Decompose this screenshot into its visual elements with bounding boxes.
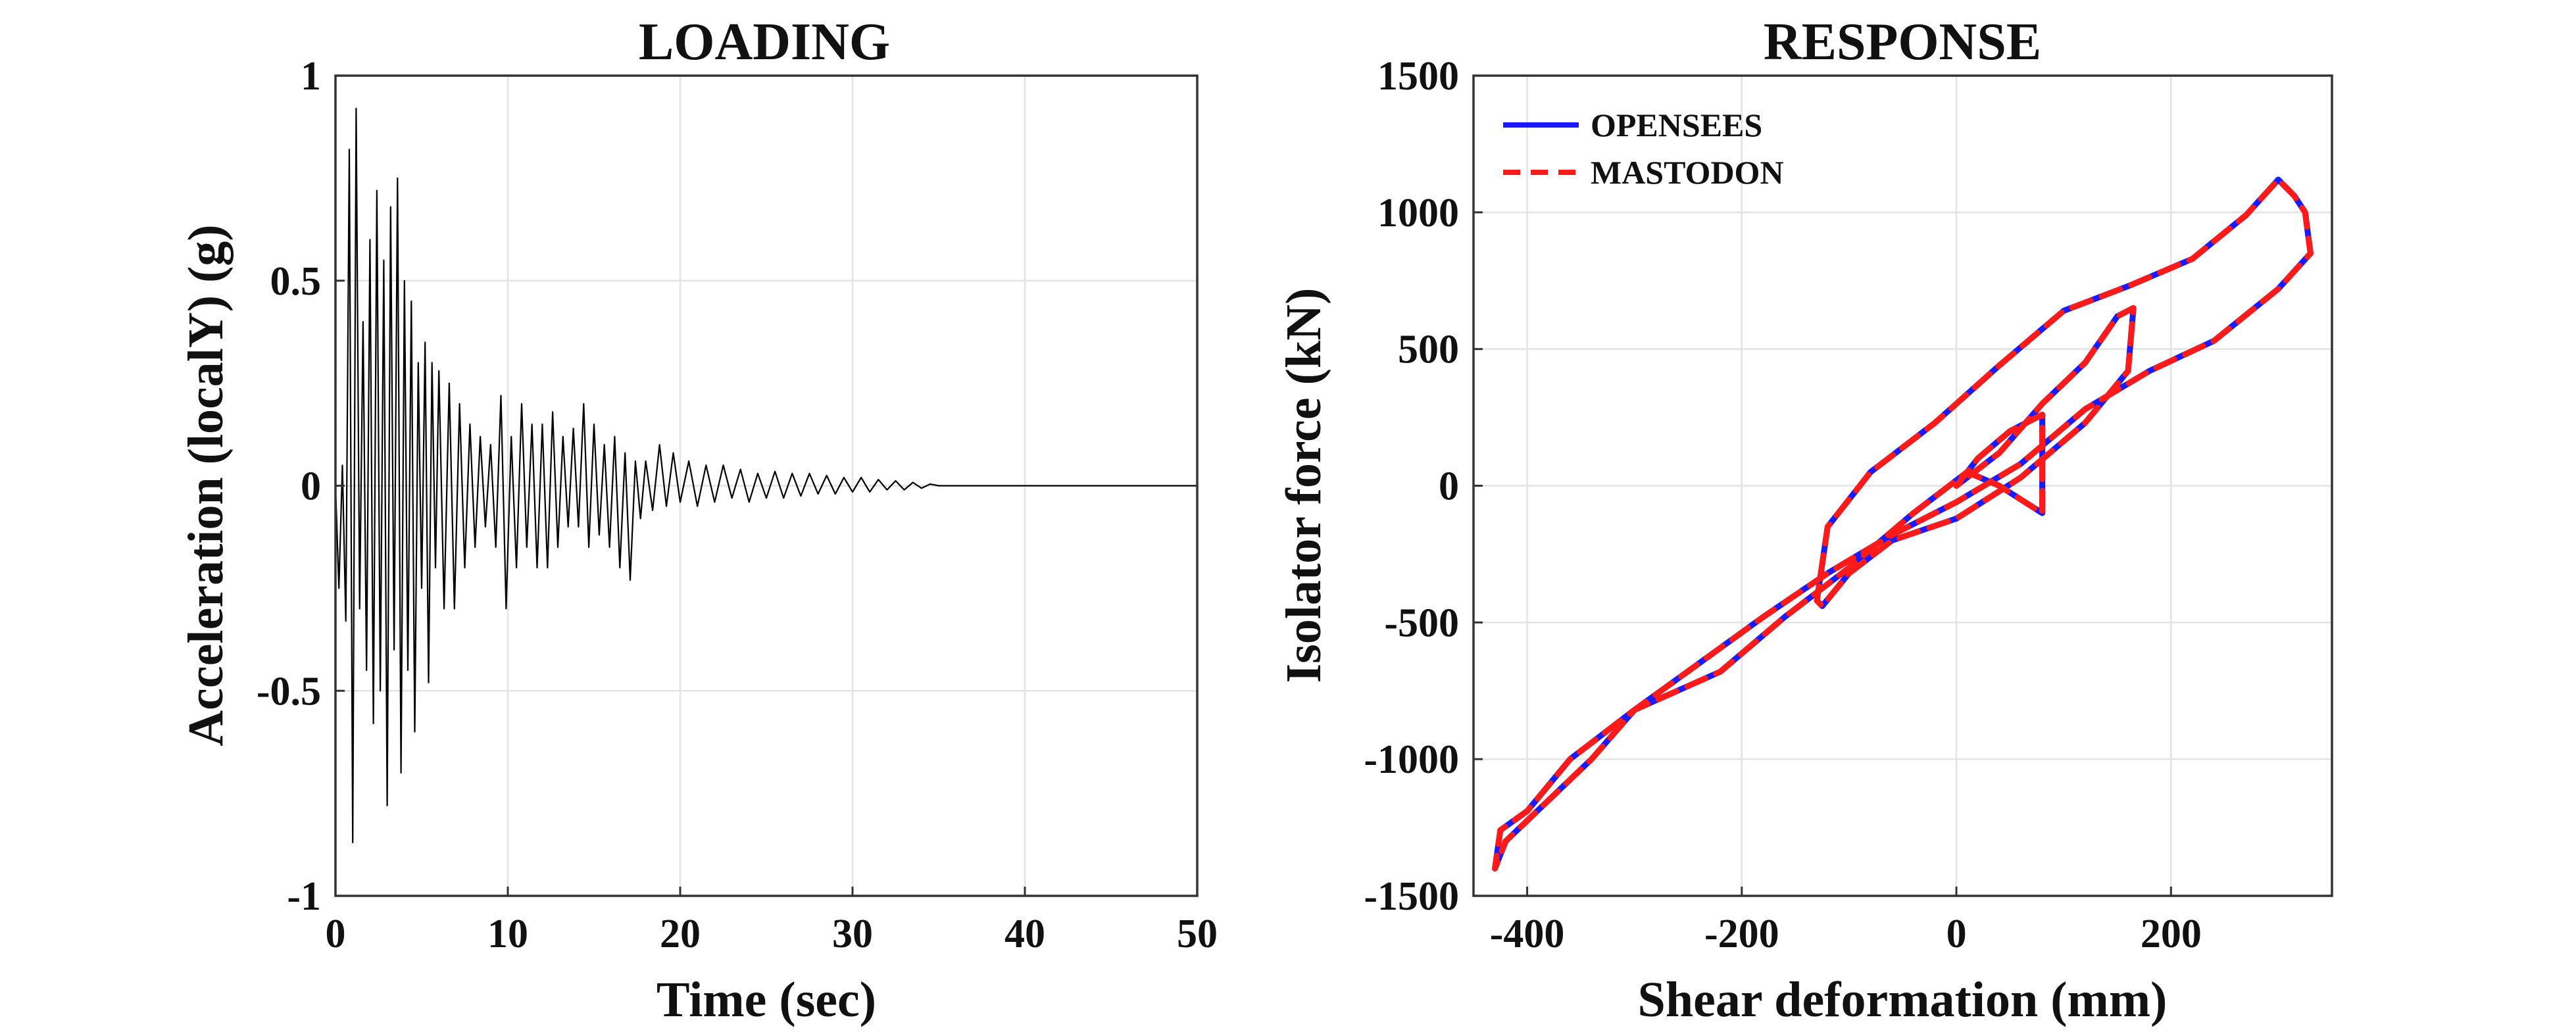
response-y-tick-label: 500 [1398,328,1459,372]
response-y-axis-label: Isolator force (kN) [1276,288,1331,683]
loading-y-axis-label: Acceleration (localY) (g) [178,224,234,746]
loading-ticks: 0 10 20 30 40 50 -1 -0.5 0 0.5 1 [257,54,1218,956]
response-chart: RESPONSE -400 -200 0 200 -1500 -1000 -500 0 500 1… [1276,13,2333,1027]
response-x-tick-label: -400 [1490,912,1565,956]
response-y-tick-label: -500 [1384,601,1459,645]
loading-x-tick-label: 40 [1004,912,1045,956]
loading-y-tick-label: -1 [287,874,321,919]
response-series [1492,176,2314,872]
legend-label-opensees: OPENSEES [1591,107,1762,143]
legend-label-mastodon: MASTODON [1591,154,1784,191]
loading-x-tick-label: 50 [1177,912,1218,956]
loading-x-tick-label: 30 [832,912,873,956]
response-series-line-mastodon [1492,176,2314,872]
response-y-tick-label: -1000 [1364,737,1459,782]
loading-title: LOADING [639,13,890,71]
response-legend: OPENSEES MASTODON [1503,107,1784,191]
response-ticks: -400 -200 0 200 -1500 -1000 -500 0 500 1000 1500 [1364,54,2201,956]
loading-y-tick-label: -0.5 [257,669,321,714]
response-y-tick-label: 1500 [1377,54,1459,99]
loading-y-tick-label: 0 [301,464,321,509]
loading-y-tick-label: 1 [301,54,321,99]
loading-series-line-series-0 [334,107,1199,844]
response-y-tick-label: 0 [1439,464,1459,509]
loading-chart: LOADING 0 10 20 30 40 50 -1 -0.5 0 0.5 1 Time (sec… [178,13,1218,1027]
response-x-tick-label: 200 [2141,912,2202,956]
response-title: RESPONSE [1764,13,2041,71]
response-y-tick-label: -1500 [1364,874,1459,919]
loading-series [334,107,1199,844]
loading-x-axis-label: Time (sec) [656,972,876,1027]
loading-x-tick-label: 10 [487,912,528,956]
response-x-tick-label: 0 [1946,912,1967,956]
response-x-axis-label: Shear deformation (mm) [1638,972,2167,1027]
response-y-tick-label: 1000 [1377,191,1459,235]
response-x-tick-label: -200 [1704,912,1779,956]
loading-y-tick-label: 0.5 [270,259,322,304]
loading-x-tick-label: 0 [326,912,346,956]
loading-x-tick-label: 20 [660,912,701,956]
